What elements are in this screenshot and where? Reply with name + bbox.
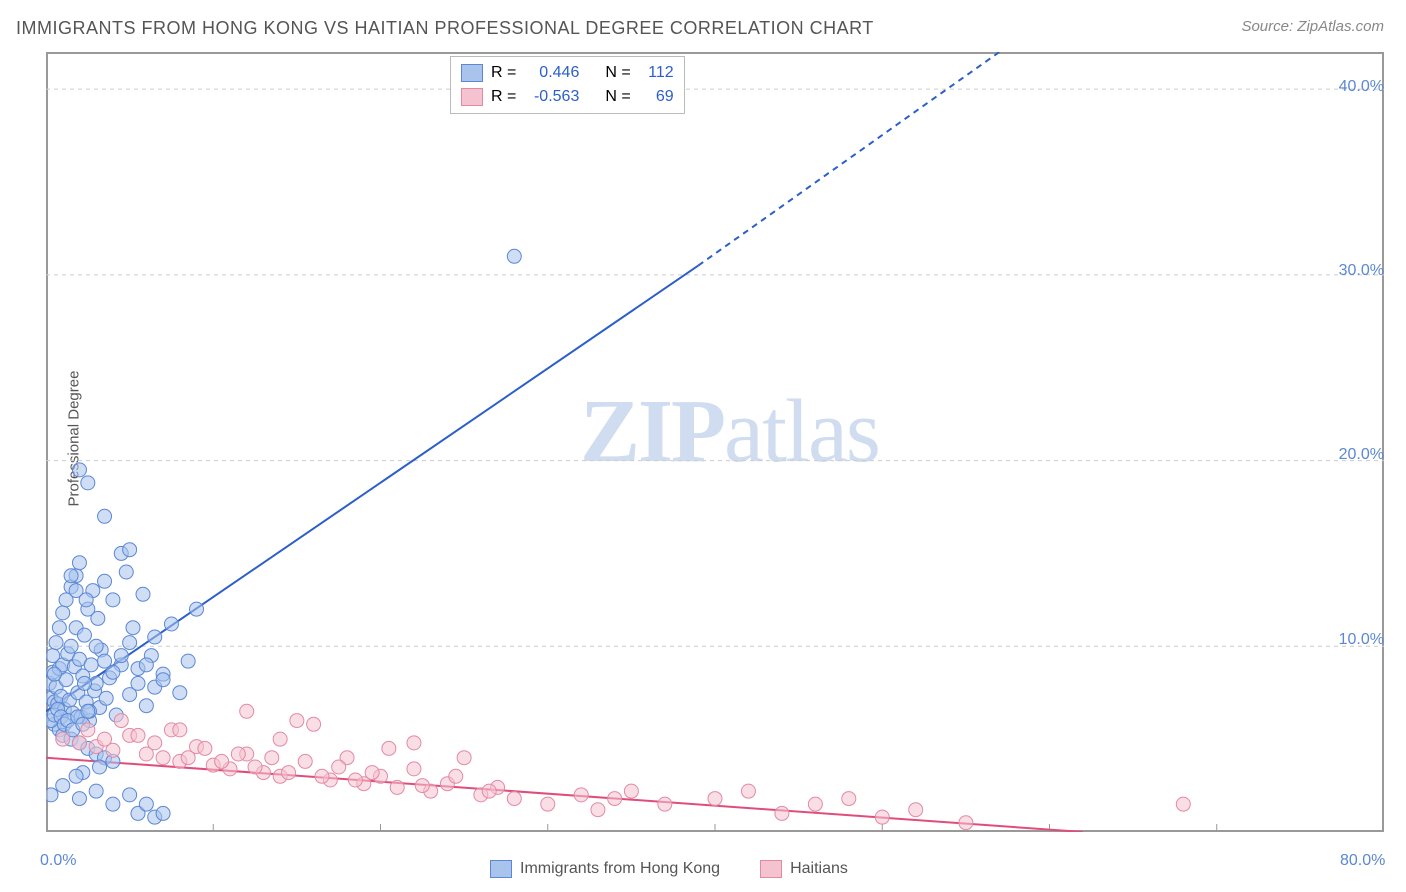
xtick-0: 0.0%: [40, 852, 76, 870]
source-label: Source: ZipAtlas.com: [1241, 18, 1384, 35]
swatch-hk: [461, 64, 483, 82]
n-value-haitian: 69: [639, 88, 674, 106]
legend-item-haitian: Haitians: [760, 860, 848, 878]
ytick-30: 30.0%: [1339, 262, 1384, 280]
swatch-haitian-icon: [760, 860, 782, 878]
ytick-40: 40.0%: [1339, 78, 1384, 96]
plot-area: [46, 52, 1384, 832]
r-label: R =: [491, 64, 516, 82]
ytick-20: 20.0%: [1339, 446, 1384, 464]
series-legend: Immigrants from Hong Kong Haitians: [490, 860, 848, 878]
xtick-80: 80.0%: [1340, 852, 1385, 870]
n-label: N =: [605, 64, 630, 82]
swatch-haitian: [461, 88, 483, 106]
chart-title: IMMIGRANTS FROM HONG KONG VS HAITIAN PRO…: [16, 18, 874, 39]
ytick-10: 10.0%: [1339, 631, 1384, 649]
r-value-haitian: -0.563: [524, 88, 579, 106]
n-label: N =: [605, 88, 630, 106]
legend-label-haitian: Haitians: [790, 860, 848, 878]
r-value-hk: 0.446: [524, 64, 579, 82]
r-label: R =: [491, 88, 516, 106]
legend-row-hk: R = 0.446 N = 112: [461, 61, 674, 85]
legend-item-hk: Immigrants from Hong Kong: [490, 860, 720, 878]
correlation-legend: R = 0.446 N = 112 R = -0.563 N = 69: [450, 56, 685, 114]
swatch-hk-icon: [490, 860, 512, 878]
n-value-hk: 112: [639, 64, 674, 82]
legend-row-haitian: R = -0.563 N = 69: [461, 85, 674, 109]
legend-label-hk: Immigrants from Hong Kong: [520, 860, 720, 878]
